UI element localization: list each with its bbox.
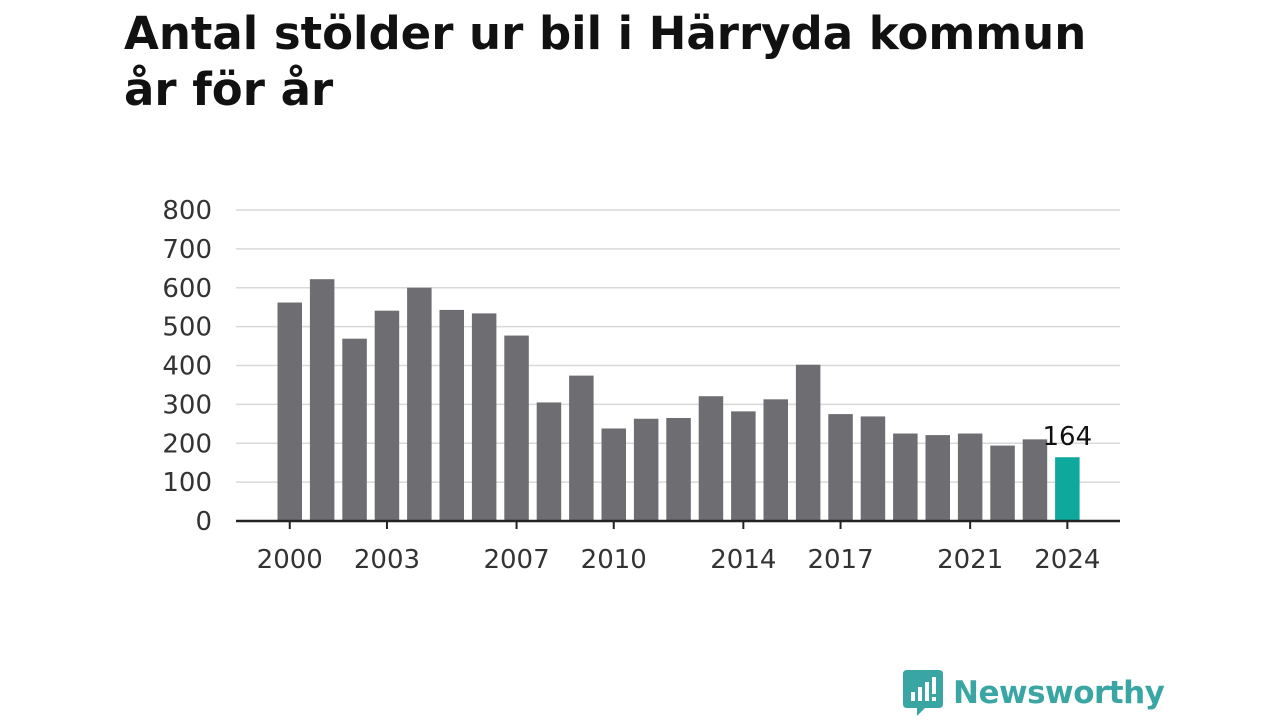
bar: [666, 417, 691, 521]
bar: [536, 402, 562, 521]
y-tick-label: 600: [162, 274, 212, 304]
data-label: 164: [1043, 422, 1093, 452]
bar: [277, 302, 302, 521]
bar: [407, 287, 432, 521]
x-tick-label: 2017: [807, 545, 873, 575]
bar: [471, 313, 497, 521]
bar: [309, 279, 335, 521]
bar-highlight: [1055, 457, 1080, 521]
y-tick-label: 0: [195, 507, 212, 537]
bar: [893, 433, 918, 521]
y-tick-label: 700: [162, 235, 212, 265]
chart-title-line-2: år för år: [124, 63, 334, 116]
y-tick-label: 100: [162, 468, 212, 498]
bar: [342, 338, 367, 521]
bar: [601, 428, 626, 521]
bar: [957, 433, 983, 521]
x-tick-label: 2014: [710, 545, 776, 575]
brand-name: Newsworthy: [953, 675, 1165, 711]
bar: [633, 418, 659, 521]
chat-bubble-bar-chart-icon: [903, 670, 943, 716]
bar: [763, 399, 788, 521]
y-tick-label: 300: [162, 390, 212, 420]
bar: [439, 309, 464, 521]
brand-logo: Newsworthy: [903, 670, 1165, 716]
bar: [860, 416, 886, 521]
y-tick-label: 800: [162, 196, 212, 226]
y-tick-label: 400: [162, 352, 212, 382]
bar: [828, 414, 853, 521]
x-tick-label: 2000: [257, 545, 323, 575]
x-tick-label: 2007: [483, 545, 549, 575]
bar: [990, 445, 1015, 521]
bar: [731, 411, 756, 521]
y-tick-label: 500: [162, 313, 212, 343]
bar: [374, 310, 400, 521]
bar: [698, 396, 724, 521]
x-tick-label: 2003: [354, 545, 420, 575]
x-tick-label: 2024: [1034, 545, 1100, 575]
x-tick-label: 2021: [937, 545, 1003, 575]
bar: [1022, 439, 1048, 521]
y-tick-label: 200: [162, 429, 212, 459]
chart-title-line-1: Antal stölder ur bil i Härryda kommun: [124, 7, 1087, 60]
bar: [504, 335, 529, 521]
bars: [277, 279, 1080, 521]
axes: [236, 519, 1120, 529]
labels: 0 100 200 300 400 500 600 700 800 2000 2003 2007 201…: [162, 196, 1100, 575]
chart-title: Antal stölder ur bil i Härryda kommun år…: [124, 6, 1184, 118]
x-tick-label: 2010: [581, 545, 647, 575]
bar: [925, 435, 950, 521]
bar: [795, 364, 821, 521]
bar: [569, 375, 594, 521]
